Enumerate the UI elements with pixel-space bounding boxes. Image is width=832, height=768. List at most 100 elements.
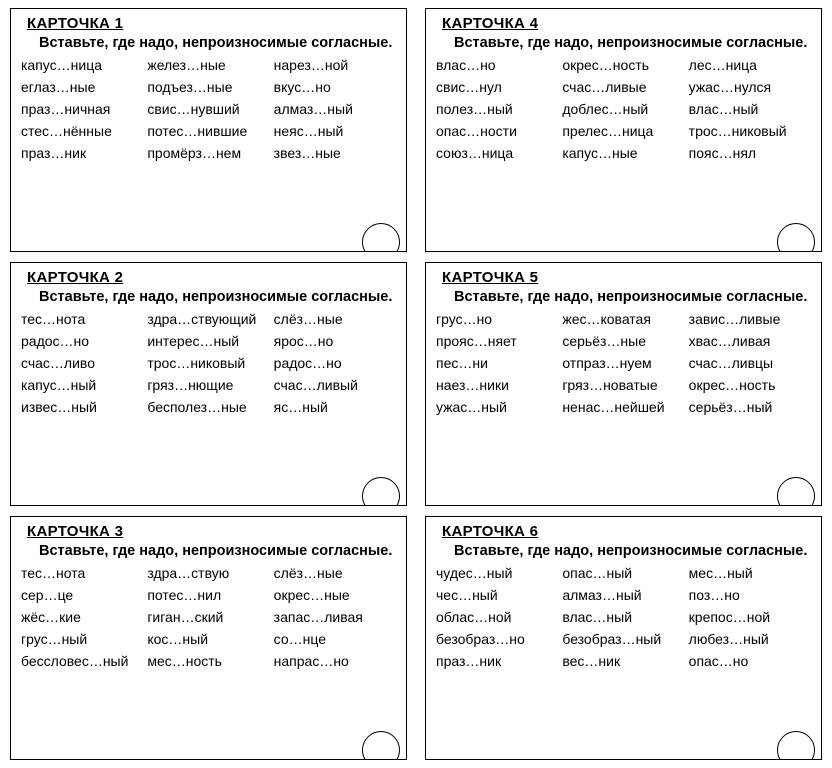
card-title: КАРТОЧКА 2: [27, 269, 396, 286]
word: мес…ность: [147, 652, 269, 671]
word: бесполез…ные: [147, 398, 269, 417]
word: завис…ливые: [689, 310, 811, 329]
word: прояс…няет: [436, 332, 558, 351]
card-title: КАРТОЧКА 4: [442, 15, 811, 32]
word: капус…ные: [562, 144, 684, 163]
word: ужас…нулся: [689, 78, 811, 97]
word: запас…ливая: [274, 608, 396, 627]
score-circle: [362, 477, 400, 506]
score-circle: [777, 223, 815, 252]
word: нарез…ной: [274, 56, 396, 75]
word: слёз…ные: [274, 564, 396, 583]
word: безобраз…но: [436, 630, 558, 649]
word: опас…но: [689, 652, 811, 671]
word-grid: чудес…ный опас…ный мес…ный чес…ный алмаз…: [436, 564, 811, 670]
word-grid: капус…ница желез…ные нарез…ной еглаз…ные…: [21, 56, 396, 162]
word: гряз…нющие: [147, 376, 269, 395]
word: полез…ный: [436, 100, 558, 119]
word: хвас…ливая: [689, 332, 811, 351]
word: здра…ствующий: [147, 310, 269, 329]
word: тес…нота: [21, 310, 143, 329]
card-2: КАРТОЧКА 2 Вставьте, где надо, непроизно…: [10, 262, 407, 506]
word: промёрз…нем: [147, 144, 269, 163]
word: опас…ности: [436, 122, 558, 141]
word: лес…ница: [689, 56, 811, 75]
word: грус…ный: [21, 630, 143, 649]
word: серьёз…ные: [562, 332, 684, 351]
word: со…нце: [274, 630, 396, 649]
card-3: КАРТОЧКА 3 Вставьте, где надо, непроизно…: [10, 516, 407, 760]
word: слёз…ные: [274, 310, 396, 329]
word: свис…нувший: [147, 100, 269, 119]
word: алмаз…ный: [274, 100, 396, 119]
word: яс…ный: [274, 398, 396, 417]
word-grid: грус…но жес…коватая завис…ливые прояс…ня…: [436, 310, 811, 416]
word: напрас…но: [274, 652, 396, 671]
card-title: КАРТОЧКА 3: [27, 523, 396, 540]
word: звез…ные: [274, 144, 396, 163]
card-5: КАРТОЧКА 5 Вставьте, где надо, непроизно…: [425, 262, 822, 506]
word: кос…ный: [147, 630, 269, 649]
word: поз…но: [689, 586, 811, 605]
word: неяс…ный: [274, 122, 396, 141]
word: сер…це: [21, 586, 143, 605]
word: бесcловес…ный: [21, 652, 143, 671]
word: окрес…ные: [274, 586, 396, 605]
word: радос…но: [21, 332, 143, 351]
card-instruction: Вставьте, где надо, непроизносимые со­гл…: [21, 289, 396, 306]
word: окрес…ность: [562, 56, 684, 75]
word: пес…ни: [436, 354, 558, 373]
word: капус…ный: [21, 376, 143, 395]
word: вес…ник: [562, 652, 684, 671]
word: гиган…ский: [147, 608, 269, 627]
word: капус…ница: [21, 56, 143, 75]
word: тес…нота: [21, 564, 143, 583]
word: трос…никовый: [147, 354, 269, 373]
word: чудес…ный: [436, 564, 558, 583]
score-circle: [777, 731, 815, 760]
word: интерес…ный: [147, 332, 269, 351]
score-circle: [777, 477, 815, 506]
word: извес…ный: [21, 398, 143, 417]
word: влас…ный: [689, 100, 811, 119]
word: потес…нил: [147, 586, 269, 605]
card-instruction: Вставьте, где надо, непроизносимые со­гл…: [436, 289, 811, 306]
word: влас…ный: [562, 608, 684, 627]
word: пояс…нял: [689, 144, 811, 163]
word-grid: тес…нота здра…ствующий слёз…ные радос…но…: [21, 310, 396, 416]
word: потес…нившие: [147, 122, 269, 141]
card-6: КАРТОЧКА 6 Вставьте, где надо, непроизно…: [425, 516, 822, 760]
word: отпраз…нуем: [562, 354, 684, 373]
word: любез…ный: [689, 630, 811, 649]
word: еглаз…ные: [21, 78, 143, 97]
word: мес…ный: [689, 564, 811, 583]
word-grid: тес…нота здра…ствую слёз…ные сер…це поте…: [21, 564, 396, 670]
word: опас…ный: [562, 564, 684, 583]
word: окрес…ность: [689, 376, 811, 395]
word: влас…но: [436, 56, 558, 75]
word: союз…ница: [436, 144, 558, 163]
word: счас…ливо: [21, 354, 143, 373]
card-instruction: Вставьте, где надо, непроизносимые со­гл…: [436, 35, 811, 52]
card-1: КАРТОЧКА 1 Вставьте, где надо, непроизно…: [10, 8, 407, 252]
word: доблес…ный: [562, 100, 684, 119]
word: ужас…ный: [436, 398, 558, 417]
card-4: КАРТОЧКА 4 Вставьте, где надо, непроизно…: [425, 8, 822, 252]
word: здра…ствую: [147, 564, 269, 583]
word: безобраз…ный: [562, 630, 684, 649]
word: крепос…ной: [689, 608, 811, 627]
word: трос…никовый: [689, 122, 811, 141]
card-instruction: Вставьте, где надо, непроизносимые со­гл…: [21, 35, 396, 52]
word: жес…коватая: [562, 310, 684, 329]
word: свис…нул: [436, 78, 558, 97]
word: серьёз…ный: [689, 398, 811, 417]
card-title: КАРТОЧКА 6: [442, 523, 811, 540]
word-grid: влас…но окрес…ность лес…ница свис…нул сч…: [436, 56, 811, 162]
word: вкус…но: [274, 78, 396, 97]
word: желез…ные: [147, 56, 269, 75]
word: жёс…кие: [21, 608, 143, 627]
word: алмаз…ный: [562, 586, 684, 605]
word: гряз…новатые: [562, 376, 684, 395]
word: облас…ной: [436, 608, 558, 627]
score-circle: [362, 731, 400, 760]
